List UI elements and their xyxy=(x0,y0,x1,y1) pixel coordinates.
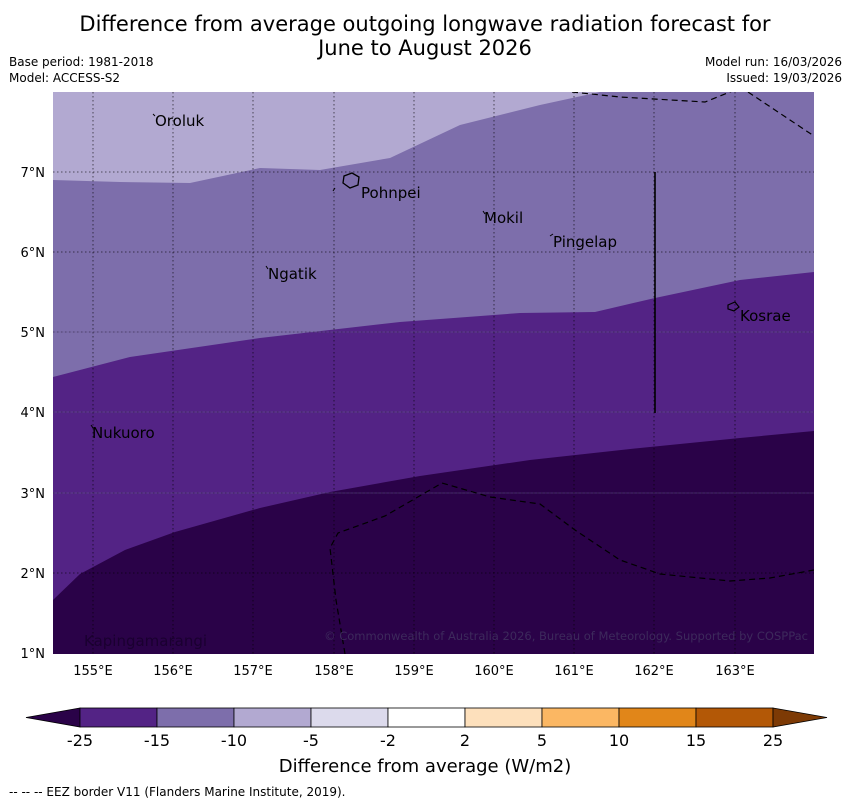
lon-tick: 158°E xyxy=(314,664,354,679)
kosrae-island xyxy=(727,301,740,312)
colorbar-segment xyxy=(310,707,389,728)
title-line-2: June to August 2026 xyxy=(318,36,532,60)
lon-tick: 156°E xyxy=(153,664,193,679)
place-nukuoro: Nukuoro xyxy=(92,424,155,442)
colorbar-segment xyxy=(156,707,235,728)
lat-tick: 2°N xyxy=(21,567,46,582)
lon-tick: 161°E xyxy=(554,664,594,679)
place-mokil: Mokil xyxy=(484,209,523,227)
colorbar-tick-label: -25 xyxy=(67,731,93,750)
meta-left: Base period: 1981-2018 Model: ACCESS-S2 xyxy=(9,54,154,86)
eez-border xyxy=(329,92,814,654)
lat-tick: 6°N xyxy=(21,246,46,261)
colorbar-tick-label: -10 xyxy=(221,731,247,750)
colorbar-tick-label: -2 xyxy=(380,731,396,750)
colorbar-tick-label: 5 xyxy=(537,731,547,750)
colorbar-segment xyxy=(618,707,697,728)
lon-tick: 157°E xyxy=(233,664,273,679)
map-plot: Oroluk Pohnpei Mokil Pingelap Ngatik Kos… xyxy=(53,92,814,654)
lon-axis: 155°E 156°E 157°E 158°E 159°E 160°E 161°… xyxy=(73,664,755,679)
lat-tick: 1°N xyxy=(21,647,46,662)
atoll-marks xyxy=(90,113,554,429)
colorbar-segment xyxy=(464,707,543,728)
lat-tick: 3°N xyxy=(21,487,46,502)
place-oroluk: Oroluk xyxy=(155,112,204,130)
lon-tick: 160°E xyxy=(474,664,514,679)
lon-tick: 163°E xyxy=(715,664,755,679)
model-run: Model run: 16/03/2026 xyxy=(704,55,842,69)
model-name: Model: ACCESS-S2 xyxy=(9,71,121,85)
lat-tick: 7°N xyxy=(21,166,46,181)
colorbar-extend-high xyxy=(772,707,828,728)
colorbar-tick-label: -5 xyxy=(303,731,319,750)
colorbar-extend-low xyxy=(25,707,81,728)
meta-right: Model run: 16/03/2026 Issued: 19/03/2026 xyxy=(705,54,842,86)
colorbar-segment xyxy=(541,707,620,728)
lon-tick: 155°E xyxy=(73,664,113,679)
colorbar-segment xyxy=(387,707,466,728)
place-pohnpei: Pohnpei xyxy=(361,184,421,202)
place-kosrae: Kosrae xyxy=(740,307,791,325)
band-dark xyxy=(53,431,814,654)
pohnpei-island xyxy=(342,172,360,189)
colorbar-segment xyxy=(79,707,158,728)
colorbar-segment xyxy=(233,707,312,728)
place-ngatik: Ngatik xyxy=(268,265,317,283)
place-pingelap: Pingelap xyxy=(553,233,617,251)
colorbar-tick-label: 2 xyxy=(460,731,470,750)
lat-tick: 5°N xyxy=(21,326,46,341)
colorbar-tick-label: 15 xyxy=(686,731,706,750)
colorbar-title: Difference from average (W/m2) xyxy=(279,756,571,777)
place-kapingamarangi: Kapingamarangi xyxy=(84,632,207,650)
lat-axis: 7°N 6°N 5°N 4°N 3°N 2°N 1°N xyxy=(21,166,46,662)
colorbar-tick-label: 25 xyxy=(763,731,783,750)
base-period: Base period: 1981-2018 xyxy=(9,55,154,69)
colorbar-tick-label: 10 xyxy=(609,731,629,750)
colorbar-segment xyxy=(695,707,774,728)
colorbar: -25 -15 -10 -5 -2 2 5 10 15 25 xyxy=(25,707,828,750)
ant-atoll xyxy=(332,187,336,192)
colorbar-tick-label: -15 xyxy=(144,731,170,750)
lat-tick: 4°N xyxy=(21,406,46,421)
eez-legend: -- -- -- EEZ border V11 (Flanders Marine… xyxy=(9,785,346,799)
issued-date: Issued: 19/03/2026 xyxy=(726,71,842,85)
lon-tick: 159°E xyxy=(394,664,434,679)
lon-tick: 162°E xyxy=(634,664,674,679)
title-line-1: Difference from average outgoing longwav… xyxy=(79,12,771,36)
map-title: Difference from average outgoing longwav… xyxy=(0,12,850,60)
copyright-text: © Commonwealth of Australia 2026, Bureau… xyxy=(324,629,808,643)
